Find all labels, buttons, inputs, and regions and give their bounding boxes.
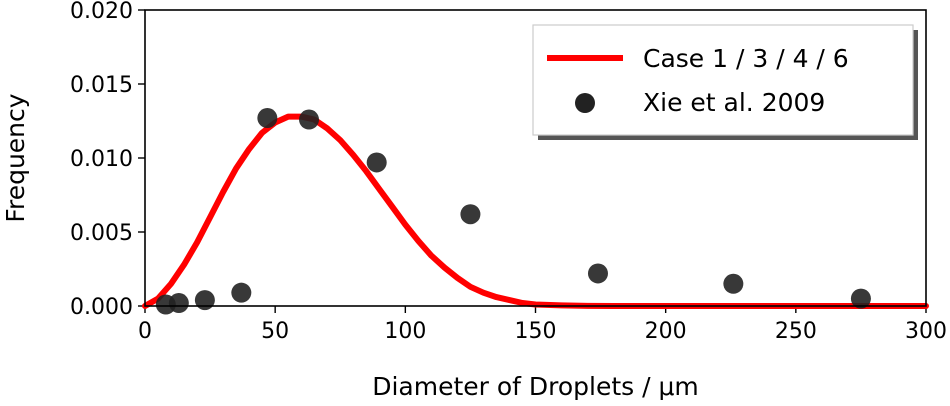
x-tick-label: 200 (645, 319, 687, 344)
scatter-point (723, 273, 744, 294)
series-line-case (142, 113, 929, 309)
scatter-point (168, 293, 189, 314)
x-tick-label: 0 (138, 319, 152, 344)
x-tick-label: 50 (261, 319, 289, 344)
y-tick-label: 0.015 (70, 73, 133, 98)
scatter-point (257, 108, 278, 129)
plot-frame (144, 9, 927, 307)
data-layer (142, 108, 929, 315)
legend-marker-label: Xie et al. 2009 (643, 88, 825, 117)
x-tick-label: 300 (905, 319, 947, 344)
y-tick-label: 0.020 (70, 0, 133, 24)
scatter-point (366, 152, 387, 173)
y-tick-label: 0.005 (70, 221, 133, 246)
scatter-point (194, 290, 215, 311)
scatter-point (460, 204, 481, 225)
y-axis-label: Frequency (1, 93, 30, 222)
legend-box (532, 24, 914, 136)
scatter-point (299, 109, 320, 130)
scatter-point (231, 282, 252, 303)
x-tick-label: 250 (775, 319, 817, 344)
x-tick-label: 150 (515, 319, 557, 344)
scatter-point (850, 288, 871, 309)
x-tick-label: 100 (384, 319, 426, 344)
legend: Case 1 / 3 / 4 / 6 Xie et al. 2009 (532, 24, 918, 140)
legend-line-label: Case 1 / 3 / 4 / 6 (643, 44, 849, 73)
ticks-layer: 0 50 100 150 200 250 300 0.000 0.005 0.010 0.015 0.… (70, 0, 947, 344)
y-tick-label: 0.010 (70, 147, 133, 172)
scatter-point (587, 263, 608, 284)
y-tick-label: 0.000 (70, 295, 133, 320)
x-axis-label: Diameter of Droplets / μm (372, 372, 699, 401)
legend-marker-swatch (575, 93, 595, 113)
